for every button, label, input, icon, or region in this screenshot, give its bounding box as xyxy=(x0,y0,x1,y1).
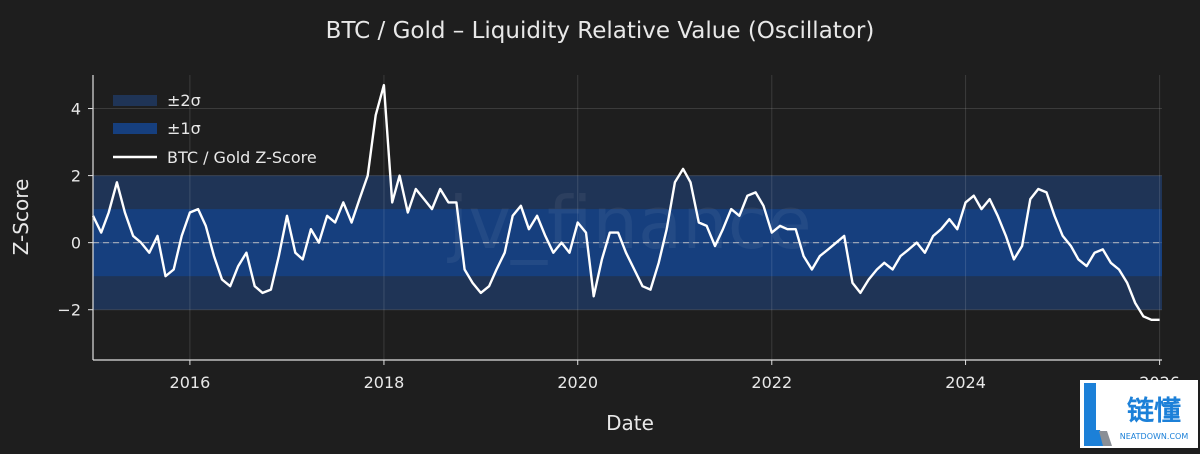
y-tick-label: 4 xyxy=(71,100,81,119)
x-tick-label: 2016 xyxy=(170,373,211,392)
logo-mark-shadow-icon xyxy=(1099,431,1112,446)
logo: 链懂 NEATDOWN.COM xyxy=(1080,380,1198,448)
y-tick-label: −2 xyxy=(57,301,81,320)
x-axis-label: Date xyxy=(606,411,654,435)
x-tick-label: 2022 xyxy=(751,373,792,392)
logo-text: 链懂 xyxy=(1127,395,1181,427)
y-tick-label: 0 xyxy=(71,234,81,253)
legend-label-1sigma: ±1σ xyxy=(167,119,201,138)
y-axis-ticks: 4 2 0 −2 xyxy=(57,100,93,320)
legend-swatch-1sigma xyxy=(113,123,157,134)
y-axis-label: Z-Score xyxy=(9,179,33,256)
legend: ±2σ ±1σ BTC / Gold Z-Score xyxy=(113,91,317,167)
x-tick-label: 2024 xyxy=(945,373,986,392)
legend-label-series: BTC / Gold Z-Score xyxy=(167,148,317,167)
x-tick-label: 2018 xyxy=(364,373,405,392)
logo-mark-icon xyxy=(1084,383,1104,446)
legend-label-2sigma: ±2σ xyxy=(167,91,201,110)
x-tick-label: 2020 xyxy=(557,373,598,392)
series-line-btc-gold xyxy=(91,83,1160,321)
y-tick-label: 2 xyxy=(71,167,81,186)
legend-swatch-2sigma xyxy=(113,95,157,106)
logo-subtext: NEATDOWN.COM xyxy=(1120,432,1189,441)
chart-title: BTC / Gold – Liquidity Relative Value (O… xyxy=(326,18,875,44)
